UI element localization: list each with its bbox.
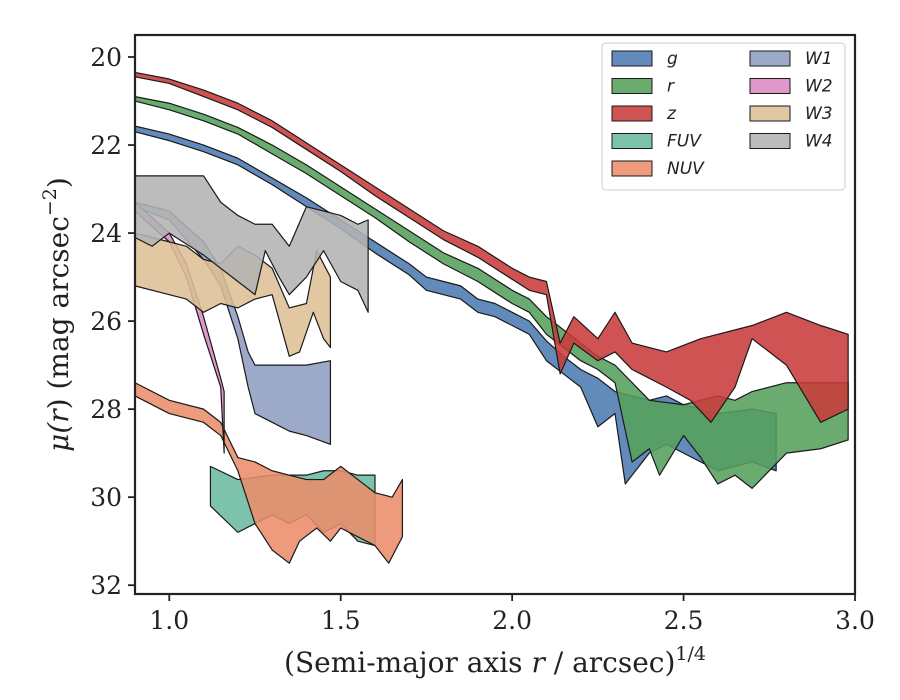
band-w4 bbox=[134, 175, 369, 313]
x-tick-label: 2.0 bbox=[492, 606, 532, 635]
legend-swatch-r bbox=[611, 78, 653, 94]
legend-swatch-w2 bbox=[749, 78, 791, 94]
legend-swatch-fuv bbox=[611, 133, 653, 149]
legend-label-w1: W1 bbox=[805, 49, 833, 69]
y-axis-label: μ(r) (mag arcsec−2) bbox=[39, 177, 75, 452]
legend-label-z: z bbox=[666, 104, 677, 124]
band-z bbox=[134, 71, 849, 423]
y-tick-label: 24 bbox=[90, 219, 122, 248]
legend-label-w3: W3 bbox=[805, 104, 833, 124]
legend-swatch-w1 bbox=[749, 50, 791, 67]
y-tick-label: 26 bbox=[90, 307, 122, 336]
y-axis: 20 22 24 26 28 30 32 bbox=[90, 43, 135, 600]
y-tick-label: 22 bbox=[90, 131, 122, 160]
legend-swatch-g bbox=[611, 50, 653, 67]
x-tick-label: 1.0 bbox=[149, 606, 189, 635]
y-tick-label: 30 bbox=[90, 483, 122, 512]
legend-label-nuv: NUV bbox=[667, 159, 705, 179]
band-r bbox=[134, 96, 849, 489]
x-tick-label: 1.5 bbox=[321, 606, 361, 635]
band-g bbox=[134, 125, 777, 485]
legend-swatch-w4 bbox=[749, 133, 791, 149]
legend-label-w2: W2 bbox=[805, 77, 833, 97]
legend-label-w4: W4 bbox=[805, 132, 833, 152]
x-tick-label: 2.5 bbox=[664, 606, 704, 635]
series-bands bbox=[134, 71, 849, 564]
x-tick-label: 3.0 bbox=[835, 606, 875, 635]
y-tick-label: 20 bbox=[90, 43, 122, 72]
band-nuv bbox=[134, 382, 404, 564]
y-tick-label: 32 bbox=[90, 571, 122, 600]
legend-label-fuv: FUV bbox=[667, 132, 702, 152]
legend-swatch-w3 bbox=[749, 105, 791, 122]
legend-swatch-nuv bbox=[611, 160, 653, 177]
legend-label-r: r bbox=[667, 77, 675, 97]
x-axis-label: (Semi-major axis r / arcsec)1/4 bbox=[284, 643, 706, 679]
x-axis: 1.0 1.5 2.0 2.5 3.0 bbox=[149, 594, 875, 635]
y-tick-label: 28 bbox=[90, 395, 122, 424]
legend-swatch-z bbox=[611, 105, 653, 122]
legend: grz FUV NUV W1 W2 W3 W4 bbox=[601, 42, 846, 191]
legend-label-g: g bbox=[667, 49, 678, 69]
plot-frame bbox=[133, 33, 857, 596]
